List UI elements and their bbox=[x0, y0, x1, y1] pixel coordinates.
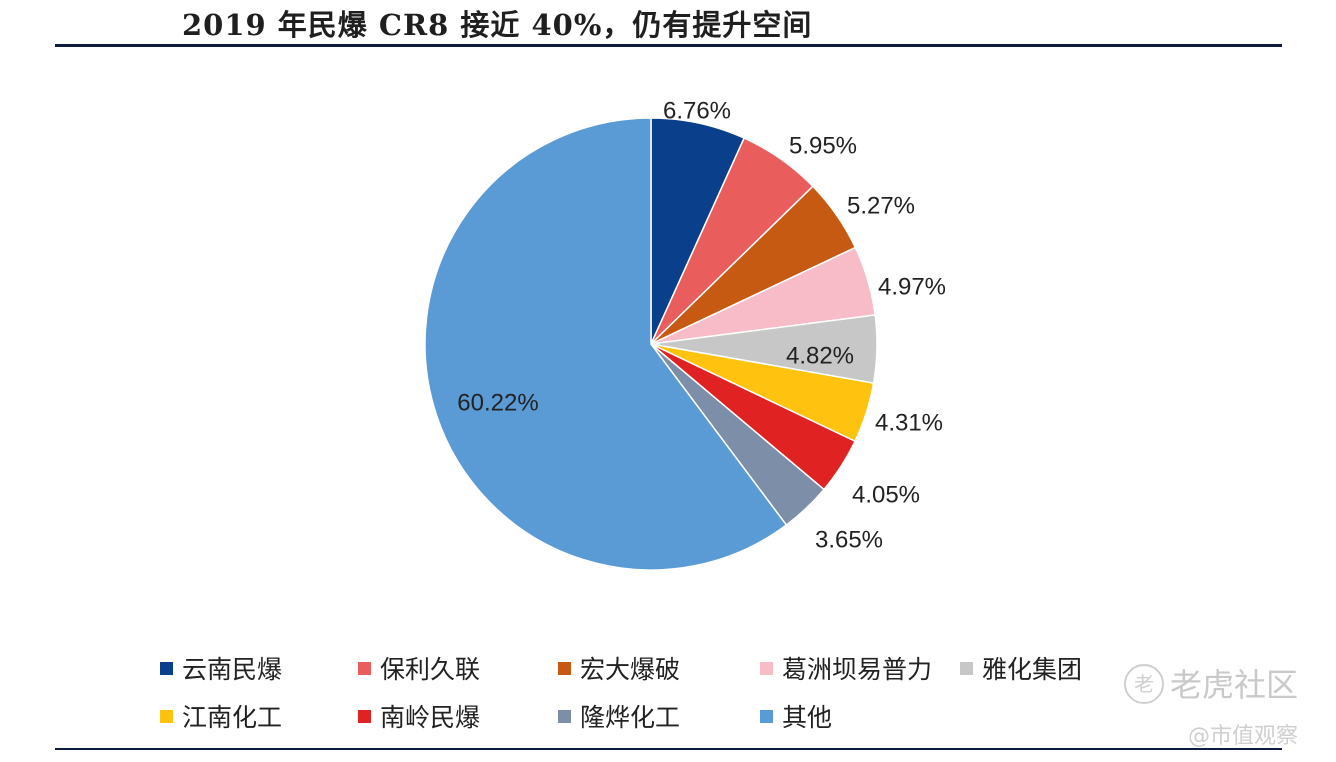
legend-item-9: 其他 bbox=[760, 698, 832, 734]
legend-item-6: 江南化工 bbox=[160, 698, 282, 734]
legend-label-3: 宏大爆破 bbox=[580, 655, 681, 684]
legend-swatch-1 bbox=[160, 661, 173, 675]
slice-label-1: 6.76% bbox=[663, 97, 731, 124]
legend-label-8: 隆烨化工 bbox=[580, 703, 681, 732]
chart-title: 2019 年民爆 CR8 接近 40%，仍有提升空间 bbox=[182, 8, 813, 42]
legend-label-7: 南岭民爆 bbox=[380, 703, 481, 732]
legend-item-7: 南岭民爆 bbox=[358, 698, 480, 734]
legend-swatch-9 bbox=[760, 709, 773, 723]
slice-label-2: 5.95% bbox=[789, 132, 857, 159]
legend-item-5: 雅化集团 bbox=[960, 650, 1082, 686]
watermark-brand: 老虎社区 bbox=[1170, 666, 1299, 704]
legend-item-8: 隆烨化工 bbox=[558, 698, 680, 734]
slice-label-4: 4.97% bbox=[878, 273, 946, 300]
title-rule bbox=[55, 44, 1282, 47]
slice-label-8: 3.65% bbox=[815, 526, 883, 553]
legend-label-5: 雅化集团 bbox=[982, 655, 1083, 684]
legend-swatch-5 bbox=[960, 661, 973, 675]
slice-label-5: 4.82% bbox=[786, 342, 854, 369]
legend-label-9: 其他 bbox=[782, 703, 833, 732]
legend-item-1: 云南民爆 bbox=[160, 650, 282, 686]
legend-label-6: 江南化工 bbox=[182, 703, 283, 732]
legend-swatch-3 bbox=[558, 661, 571, 675]
legend-swatch-4 bbox=[760, 661, 773, 675]
legend-label-2: 保利久联 bbox=[380, 655, 481, 684]
legend-label-1: 云南民爆 bbox=[182, 655, 283, 684]
legend-swatch-8 bbox=[558, 709, 571, 723]
slice-label-7: 4.05% bbox=[852, 481, 920, 508]
slice-label-9: 60.22% bbox=[457, 389, 538, 416]
watermark-source: @市值观察 bbox=[1188, 724, 1299, 749]
legend-item-3: 宏大爆破 bbox=[558, 650, 680, 686]
legend-swatch-2 bbox=[358, 661, 371, 675]
legend-label-4: 葛洲坝易普力 bbox=[782, 655, 933, 684]
slice-label-6: 4.31% bbox=[875, 409, 943, 436]
legend-swatch-7 bbox=[358, 709, 371, 723]
pie-slice-9 bbox=[424, 117, 788, 571]
watermark-logo-icon: 老 bbox=[1124, 664, 1164, 704]
legend-swatch-6 bbox=[160, 709, 173, 723]
legend-item-2: 保利久联 bbox=[358, 650, 480, 686]
bottom-rule bbox=[55, 748, 1282, 750]
slice-label-3: 5.27% bbox=[847, 192, 915, 219]
legend-item-4: 葛洲坝易普力 bbox=[760, 650, 932, 686]
